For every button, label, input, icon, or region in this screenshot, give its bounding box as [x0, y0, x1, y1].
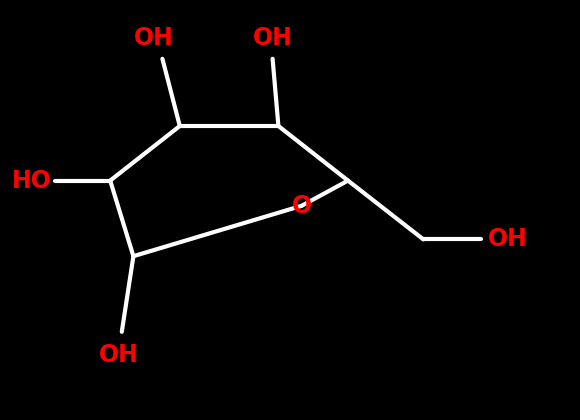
Text: OH: OH	[134, 26, 173, 50]
Text: OH: OH	[488, 227, 527, 252]
Text: O: O	[292, 194, 311, 218]
Text: OH: OH	[253, 26, 292, 50]
Text: HO: HO	[12, 168, 52, 193]
Text: OH: OH	[99, 343, 139, 367]
